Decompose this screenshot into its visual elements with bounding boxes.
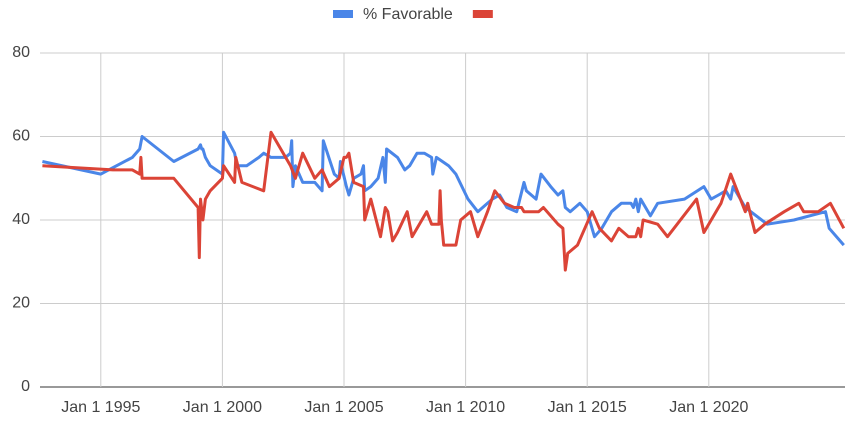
x-tick-label: Jan 1 1995 <box>61 399 140 416</box>
y-tick-label: 80 <box>12 44 30 61</box>
y-tick-label: 20 <box>12 295 30 312</box>
x-tick-label: Jan 1 2015 <box>548 399 627 416</box>
y-tick-label: 40 <box>12 211 30 228</box>
series-line <box>42 130 846 272</box>
y-tick-label: 0 <box>21 378 30 395</box>
legend-label: % Favorable <box>363 6 453 23</box>
series-line <box>42 130 845 247</box>
legend-swatch <box>472 10 493 18</box>
legend-swatch <box>333 10 353 18</box>
x-tick-label: Jan 1 2010 <box>426 399 505 416</box>
y-tick-label: 60 <box>12 128 30 145</box>
x-tick-label: Jan 1 2005 <box>304 399 383 416</box>
x-tick-label: Jan 1 2020 <box>669 399 748 416</box>
x-tick-label: Jan 1 2000 <box>183 399 262 416</box>
